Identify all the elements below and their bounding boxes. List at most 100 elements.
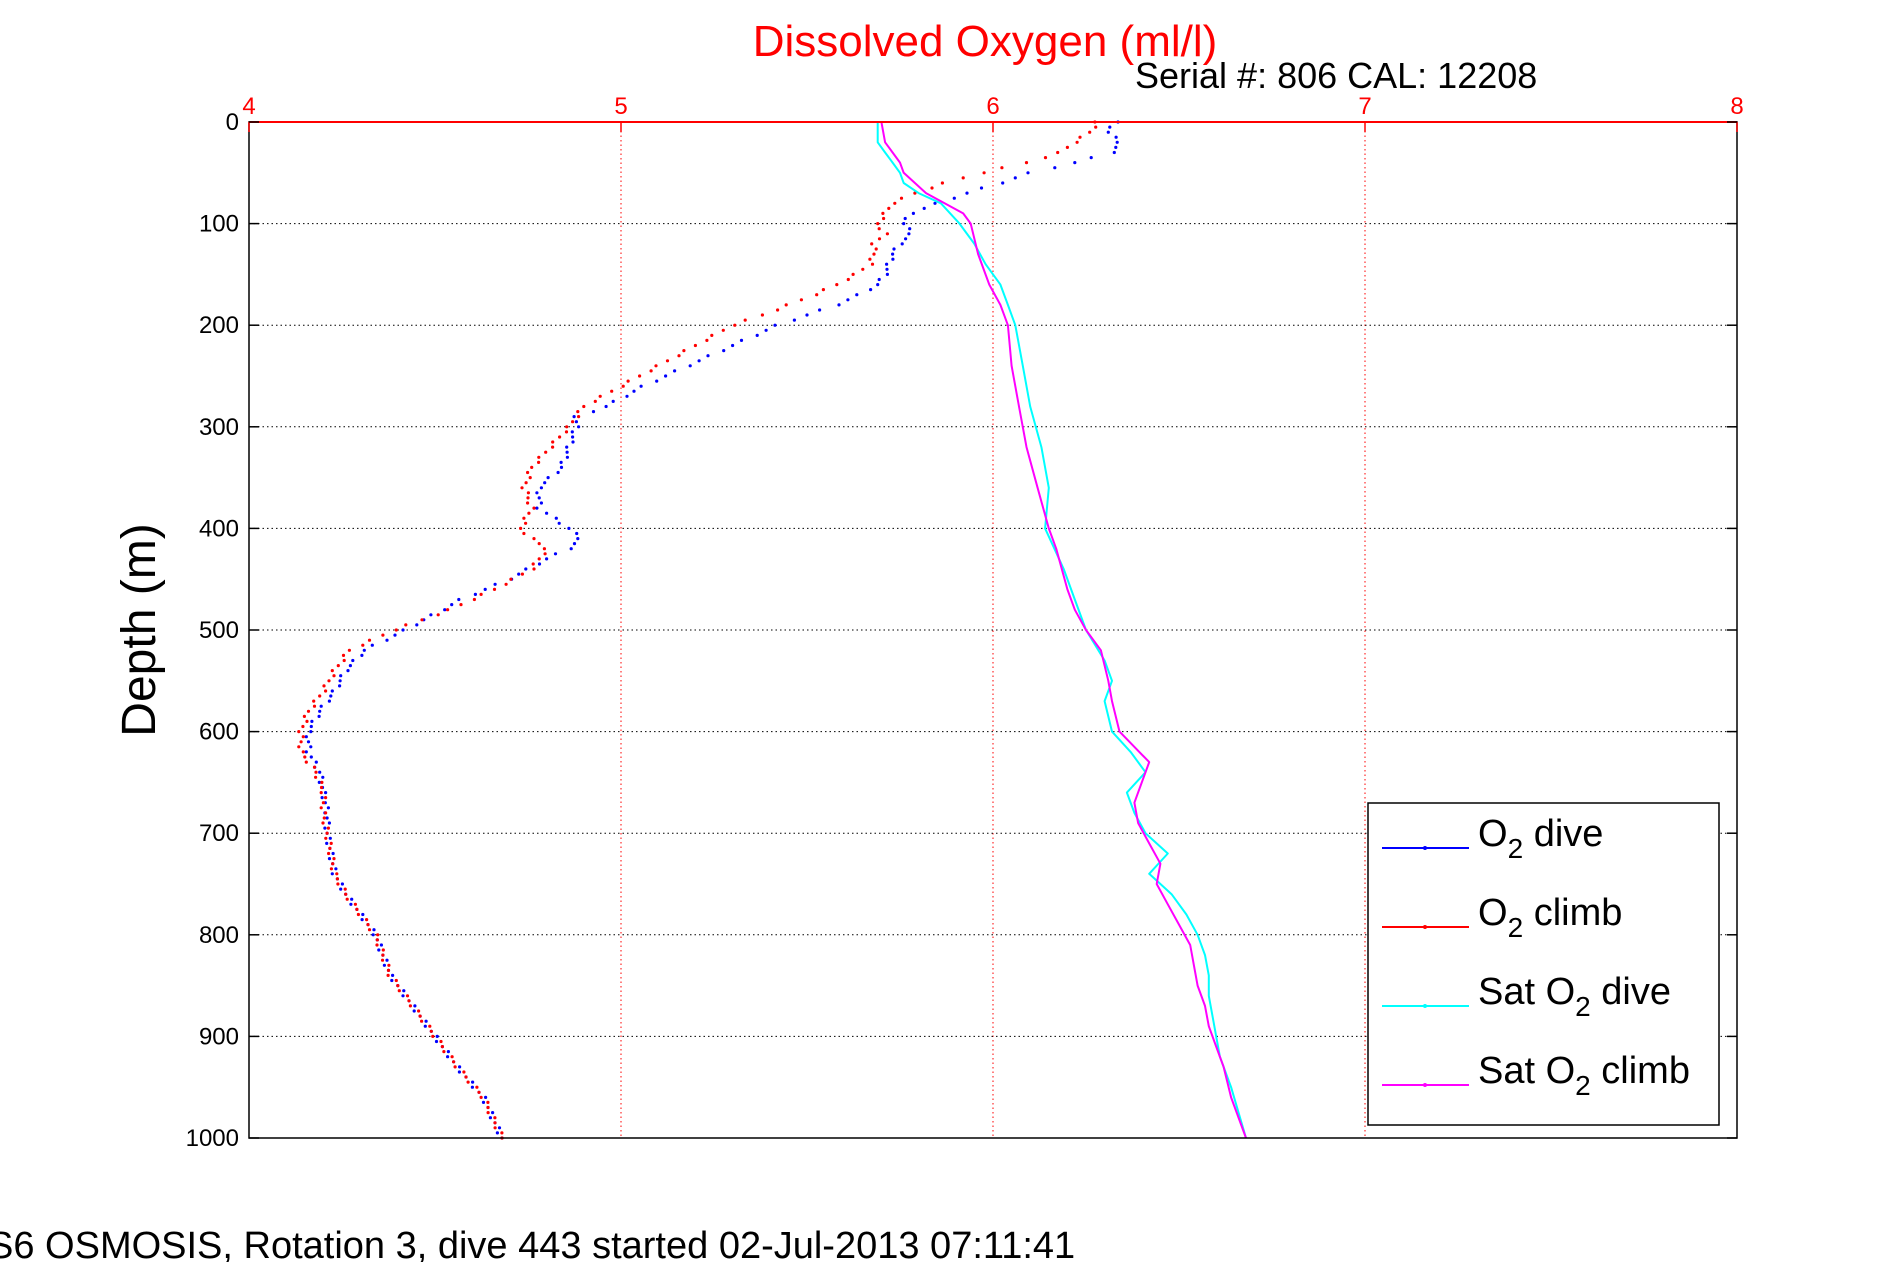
- data-point: [486, 1105, 490, 1110]
- data-point: [379, 943, 383, 947]
- data-point: [327, 821, 331, 825]
- data-point: [539, 486, 544, 490]
- data-point: [475, 1085, 479, 1089]
- data-point: [776, 308, 780, 312]
- data-point: [417, 1009, 421, 1013]
- data-point: [528, 476, 532, 480]
- data-point: [710, 333, 714, 337]
- data-point: [346, 669, 350, 673]
- data-point: [982, 171, 986, 175]
- data-point: [537, 496, 541, 500]
- data-point: [325, 831, 329, 835]
- data-point: [877, 237, 882, 241]
- data-point: [544, 450, 548, 454]
- data-point: [319, 785, 324, 790]
- data-point: [470, 1085, 474, 1089]
- data-point: [952, 196, 956, 200]
- data-point: [835, 283, 839, 287]
- data-point: [930, 186, 934, 190]
- data-point: [1013, 176, 1017, 180]
- data-point: [320, 780, 324, 785]
- series-dots-1: [297, 120, 1098, 1140]
- data-point: [764, 328, 768, 332]
- data-point: [310, 719, 314, 724]
- data-point: [551, 440, 555, 444]
- y-tick-label: 0: [226, 109, 239, 136]
- data-point: [479, 592, 483, 597]
- data-point: [446, 608, 450, 612]
- data-point: [376, 933, 380, 937]
- data-point: [526, 496, 530, 500]
- data-point: [855, 293, 859, 297]
- data-point: [885, 267, 889, 271]
- data-point: [324, 836, 328, 840]
- data-point: [524, 481, 528, 485]
- data-point: [431, 1034, 435, 1038]
- data-point: [387, 963, 391, 967]
- data-point: [322, 684, 326, 688]
- data-point: [488, 1116, 492, 1120]
- data-point: [492, 587, 497, 592]
- data-point: [351, 658, 355, 663]
- data-point: [367, 928, 372, 932]
- data-point: [327, 699, 331, 703]
- chart-title: Dissolved Oxygen (ml/l): [753, 17, 1218, 66]
- data-point: [390, 978, 394, 983]
- data-point: [545, 557, 549, 561]
- data-point: [705, 338, 709, 342]
- data-point: [1000, 166, 1004, 170]
- data-point: [722, 349, 726, 353]
- data-point: [325, 816, 329, 820]
- data-point: [336, 882, 340, 886]
- data-point: [837, 303, 841, 307]
- data-point: [881, 211, 885, 215]
- data-point: [655, 379, 659, 383]
- data-point: [335, 872, 339, 876]
- data-point: [491, 1111, 495, 1115]
- data-point: [305, 719, 309, 724]
- data-point: [450, 1055, 454, 1059]
- data-point: [1056, 150, 1060, 155]
- data-point: [314, 760, 318, 764]
- data-point: [721, 328, 725, 332]
- data-point: [876, 283, 880, 287]
- data-point: [520, 486, 524, 490]
- data-point: [318, 770, 322, 774]
- data-point: [665, 359, 670, 363]
- data-point: [532, 537, 536, 541]
- data-point: [869, 288, 873, 292]
- data-point: [582, 404, 586, 409]
- data-point: [577, 415, 581, 419]
- data-point: [306, 740, 311, 744]
- data-point: [569, 547, 573, 551]
- data-point: [457, 597, 461, 602]
- data-point: [868, 257, 872, 261]
- data-point: [301, 724, 305, 729]
- data-point: [324, 811, 328, 815]
- data-point: [483, 587, 487, 592]
- data-point: [380, 958, 385, 962]
- data-point: [632, 389, 636, 393]
- data-point: [309, 755, 313, 759]
- chart-subtitle: Serial #: 806 CAL: 12208: [1135, 55, 1537, 96]
- data-point: [565, 425, 569, 429]
- data-point: [317, 780, 321, 785]
- data-point: [522, 531, 526, 536]
- data-point: [303, 755, 307, 759]
- y-tick-label: 200: [199, 312, 239, 339]
- data-point: [530, 465, 534, 469]
- y-tick-label: 800: [199, 922, 239, 949]
- data-point: [339, 887, 343, 891]
- data-point: [381, 633, 385, 637]
- ticks: 4 5 6 7 8 0 100 200 300 400 500 600 700 800 900 1000: [186, 93, 1744, 1152]
- data-point: [314, 770, 318, 774]
- data-point: [429, 1029, 433, 1033]
- data-point: [360, 653, 364, 658]
- data-point: [397, 989, 401, 993]
- data-point: [546, 476, 550, 480]
- data-point: [304, 750, 308, 754]
- data-point: [453, 1065, 457, 1069]
- data-point: [415, 623, 419, 627]
- data-point: [353, 902, 357, 906]
- data-point: [638, 374, 642, 378]
